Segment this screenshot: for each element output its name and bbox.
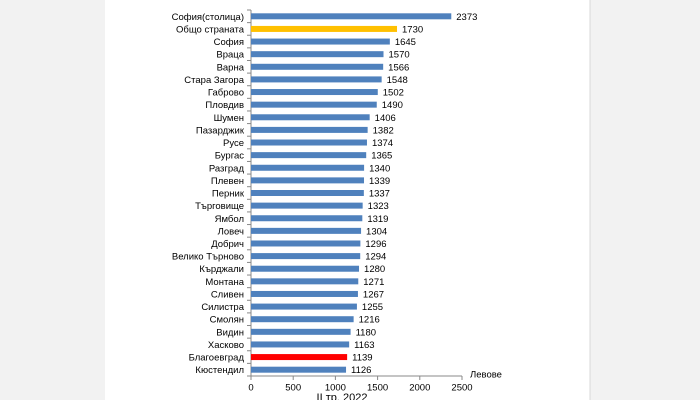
category-label: Общо страната	[176, 24, 245, 35]
value-label: 1340	[369, 163, 390, 174]
category-label: Пловдив	[205, 100, 244, 111]
category-label: София	[214, 37, 244, 48]
category-label: Силистра	[201, 302, 244, 313]
value-label: 1406	[375, 113, 396, 124]
category-label: Русе	[223, 138, 244, 149]
x-tick-label: 500	[285, 383, 301, 394]
bar	[251, 265, 360, 272]
category-label: Кюстендил	[195, 365, 244, 376]
bar	[251, 25, 398, 32]
bar	[251, 303, 357, 310]
category-label: Варна	[217, 62, 245, 73]
x-tick-label: 1500	[367, 383, 388, 394]
bar	[251, 354, 348, 361]
bar	[251, 240, 361, 247]
value-label: 1280	[364, 264, 385, 275]
value-label: 1502	[383, 88, 404, 99]
unit-label: Левове	[470, 370, 502, 381]
category-label: Благоевград	[189, 353, 245, 364]
category-label: Велико Търново	[172, 252, 244, 263]
x-tick-label: 0	[248, 383, 253, 394]
value-label: 1319	[367, 214, 388, 225]
value-label: 1645	[395, 37, 416, 48]
bar	[251, 152, 367, 159]
category-label: Смолян	[210, 315, 244, 326]
bar	[251, 63, 384, 70]
bar	[251, 278, 359, 285]
bar	[251, 139, 367, 146]
x-tick-label: 2000	[409, 383, 430, 394]
category-label: Монтана	[205, 277, 244, 288]
category-label: Пазарджик	[196, 125, 245, 136]
value-label: 1730	[402, 24, 423, 35]
value-label: 1267	[363, 289, 384, 300]
category-label: Шумен	[214, 113, 244, 124]
value-label: 2373	[456, 12, 477, 23]
bar	[251, 253, 361, 260]
value-label: 1337	[369, 189, 390, 200]
value-label: 1365	[371, 151, 392, 162]
bar	[251, 341, 350, 348]
bar	[251, 215, 363, 222]
value-label: 1139	[352, 353, 372, 364]
bar	[251, 227, 362, 234]
bar	[251, 114, 370, 121]
x-axis-label: II тр. 2022	[317, 392, 368, 400]
value-label: 1566	[388, 62, 409, 73]
bar	[251, 38, 390, 45]
category-label: Хасково	[208, 340, 244, 351]
bar	[251, 126, 368, 133]
bar	[251, 202, 363, 209]
value-label: 1339	[369, 176, 390, 187]
value-label: 1255	[362, 302, 383, 313]
category-label: Видин	[216, 327, 244, 338]
value-label: 1216	[359, 315, 380, 326]
value-label: 1271	[363, 277, 384, 288]
category-label: Търговище	[195, 201, 244, 212]
value-label: 1570	[389, 50, 410, 61]
value-label: 1304	[366, 226, 387, 237]
value-label: 1548	[387, 75, 408, 86]
x-tick-label: 2500	[451, 383, 472, 394]
bar	[251, 76, 382, 83]
category-label: София(столица)	[172, 12, 244, 23]
bar	[251, 51, 384, 58]
bar	[251, 164, 365, 171]
category-label: Добрич	[211, 239, 244, 250]
bar	[251, 89, 378, 96]
value-label: 1163	[354, 340, 374, 351]
category-label: Враца	[216, 50, 244, 61]
category-label: Сливен	[211, 289, 244, 300]
x-tick-label: 1000	[325, 383, 346, 394]
bar	[251, 366, 347, 373]
category-label: Габрово	[208, 88, 244, 99]
bar	[251, 290, 358, 297]
category-label: Кърджали	[199, 264, 244, 275]
value-label: 1490	[382, 100, 403, 111]
category-label: Бургас	[215, 151, 244, 162]
category-label: Стара Загора	[184, 75, 244, 86]
bar	[251, 177, 365, 184]
category-label: Ямбол	[215, 214, 244, 225]
bar	[251, 190, 364, 196]
category-label: Разград	[209, 163, 245, 174]
value-label: 1126	[351, 365, 371, 376]
bar	[251, 101, 377, 108]
value-label: 1180	[356, 327, 376, 338]
value-label: 1374	[372, 138, 393, 149]
value-label: 1296	[365, 239, 386, 250]
category-label: Ловеч	[218, 226, 244, 237]
category-label: Плевен	[211, 176, 244, 187]
category-label: Перник	[212, 189, 245, 200]
page-area	[105, 0, 590, 400]
value-label: 1323	[368, 201, 389, 212]
value-label: 1382	[373, 125, 394, 136]
value-label: 1294	[365, 252, 386, 263]
bar	[251, 13, 452, 20]
bar	[251, 316, 354, 323]
bar	[251, 328, 351, 335]
